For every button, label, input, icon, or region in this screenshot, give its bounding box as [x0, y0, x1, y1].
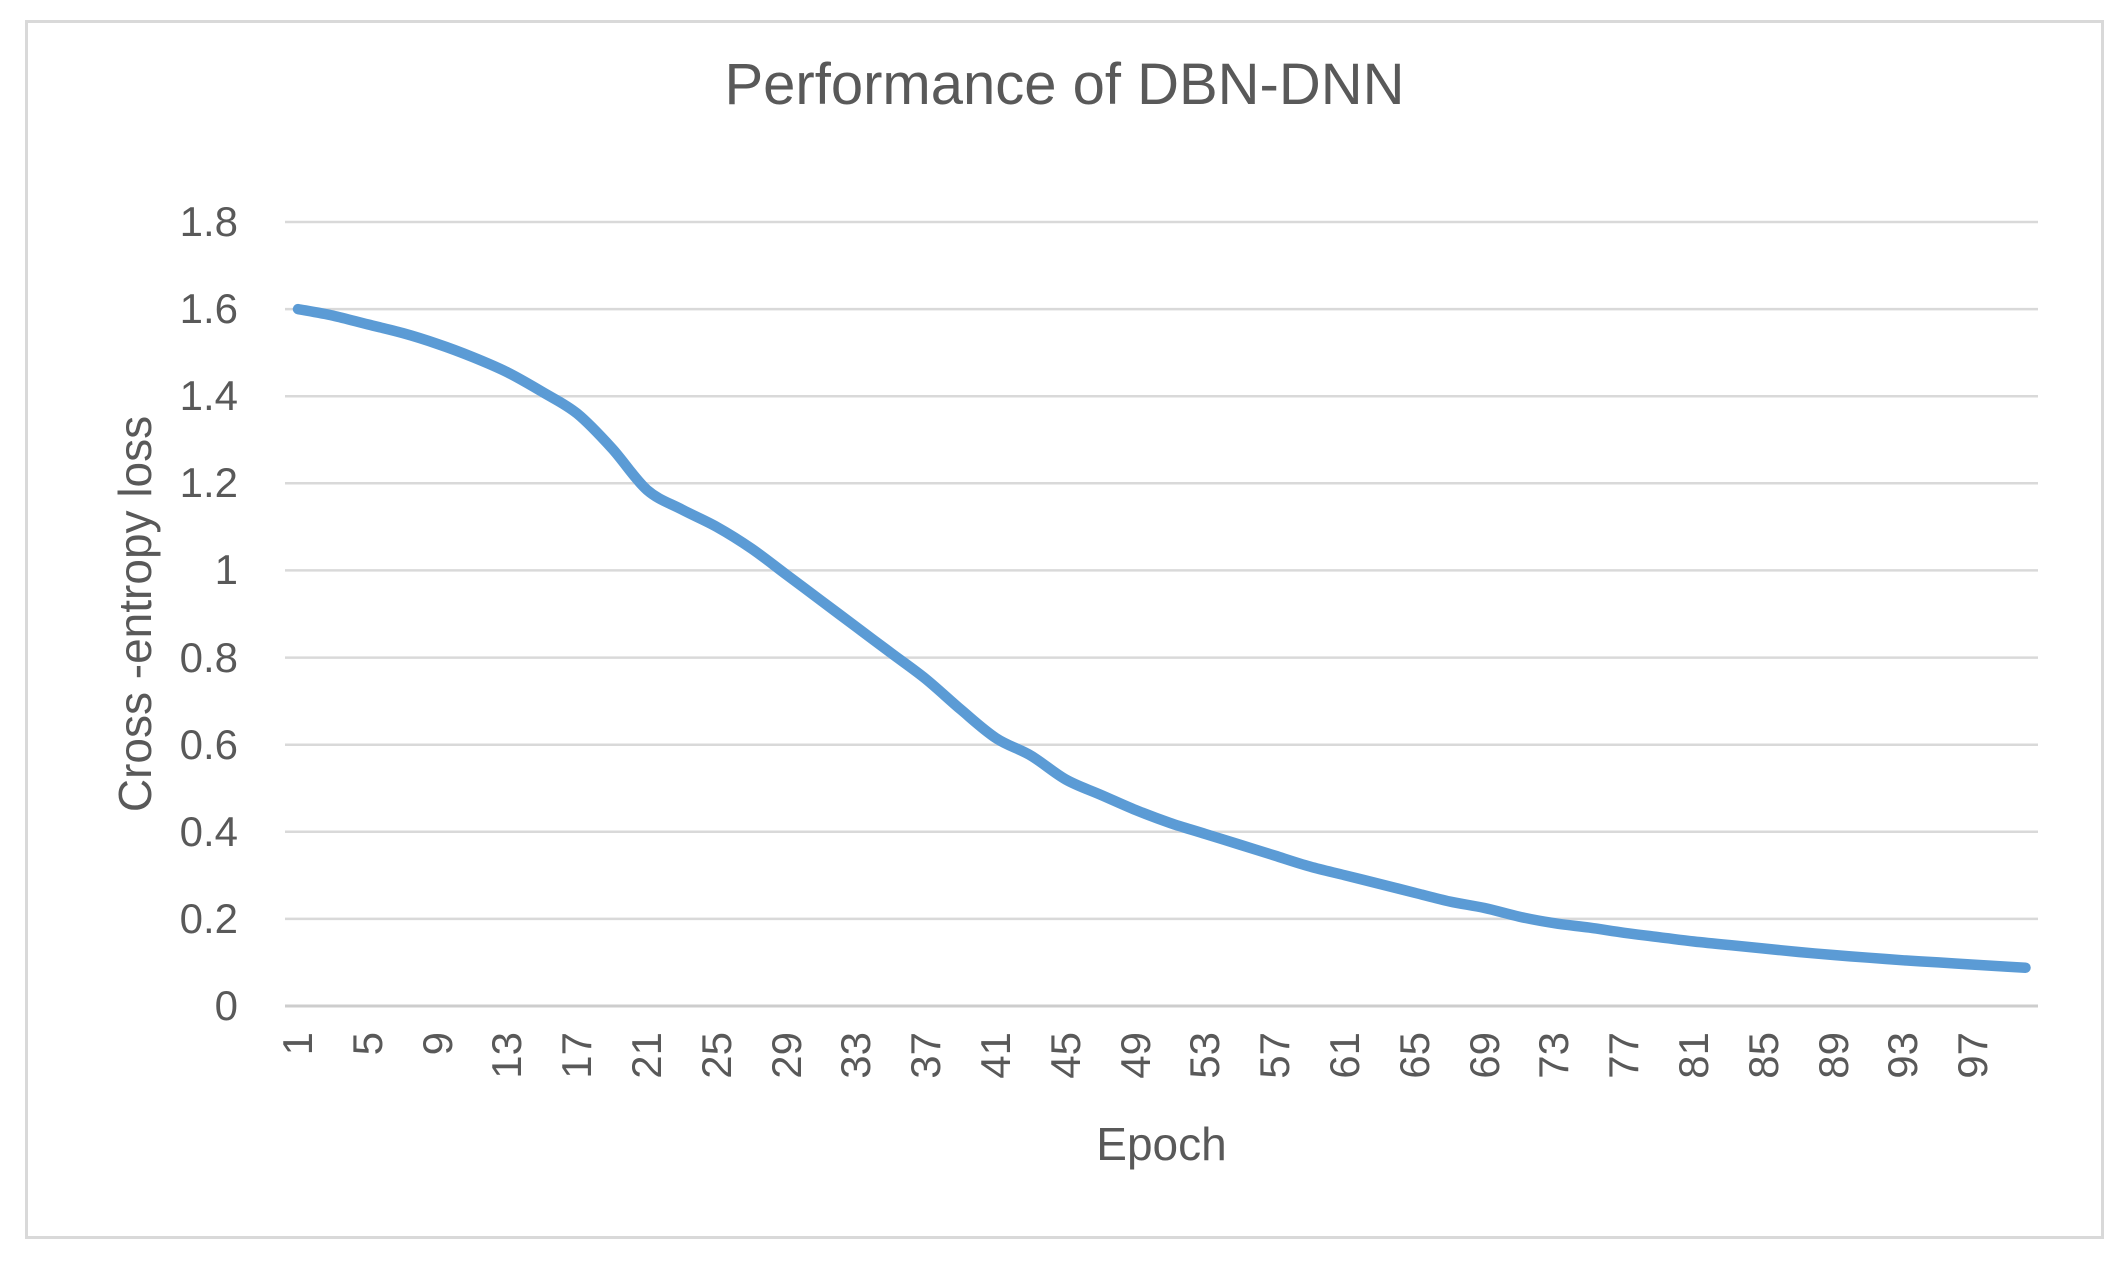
x-tick-label: 17 — [553, 1032, 601, 1079]
y-tick-label: 0.4 — [179, 807, 238, 855]
y-tick-label: 1.4 — [179, 372, 238, 420]
x-tick-label: 29 — [762, 1032, 810, 1079]
x-tick-label: 61 — [1321, 1032, 1368, 1079]
x-tick-label: 49 — [1111, 1032, 1159, 1079]
x-tick-label: 85 — [1739, 1032, 1787, 1079]
y-tick-label: 0.6 — [179, 720, 238, 768]
y-tick-label: 1 — [214, 546, 238, 594]
x-tick-label: 73 — [1530, 1032, 1578, 1079]
x-tick-label: 25 — [692, 1032, 740, 1079]
x-tick-label: 69 — [1460, 1032, 1508, 1079]
y-tick-label: 0 — [214, 982, 238, 1029]
y-tick-label: 1.2 — [179, 459, 238, 507]
y-tick-label: 1.6 — [179, 285, 238, 333]
x-tick-label: 45 — [1041, 1032, 1089, 1079]
x-tick-label: 37 — [902, 1032, 950, 1079]
loss-curve — [292, 303, 2031, 973]
x-tick-label: 21 — [623, 1032, 670, 1079]
x-tick-label: 89 — [1809, 1032, 1857, 1079]
x-tick-label: 5 — [343, 1032, 391, 1056]
y-tick-label: 0.8 — [179, 633, 238, 681]
x-tick-label: 57 — [1251, 1032, 1299, 1079]
x-tick-label: 81 — [1670, 1032, 1717, 1079]
x-tick-label: 65 — [1390, 1032, 1438, 1079]
x-tick-label: 93 — [1879, 1032, 1927, 1079]
x-tick-label: 41 — [972, 1032, 1019, 1079]
y-axis-title: Cross -entropy loss — [109, 415, 161, 813]
x-tick-label: 13 — [483, 1032, 531, 1079]
x-tick-label: 9 — [413, 1032, 461, 1056]
x-axis-title: Epoch — [1096, 1118, 1227, 1170]
y-tick-label: 1.8 — [179, 198, 238, 245]
y-tick-label: 0.2 — [179, 894, 238, 942]
x-tick-label: 53 — [1181, 1032, 1229, 1079]
x-tick-label: 97 — [1949, 1032, 1997, 1079]
chart-title: Performance of DBN-DNN — [724, 52, 1405, 117]
x-tick-label: 33 — [832, 1032, 880, 1079]
x-tick-label: 1 — [274, 1032, 321, 1056]
x-tick-label: 77 — [1600, 1032, 1648, 1079]
